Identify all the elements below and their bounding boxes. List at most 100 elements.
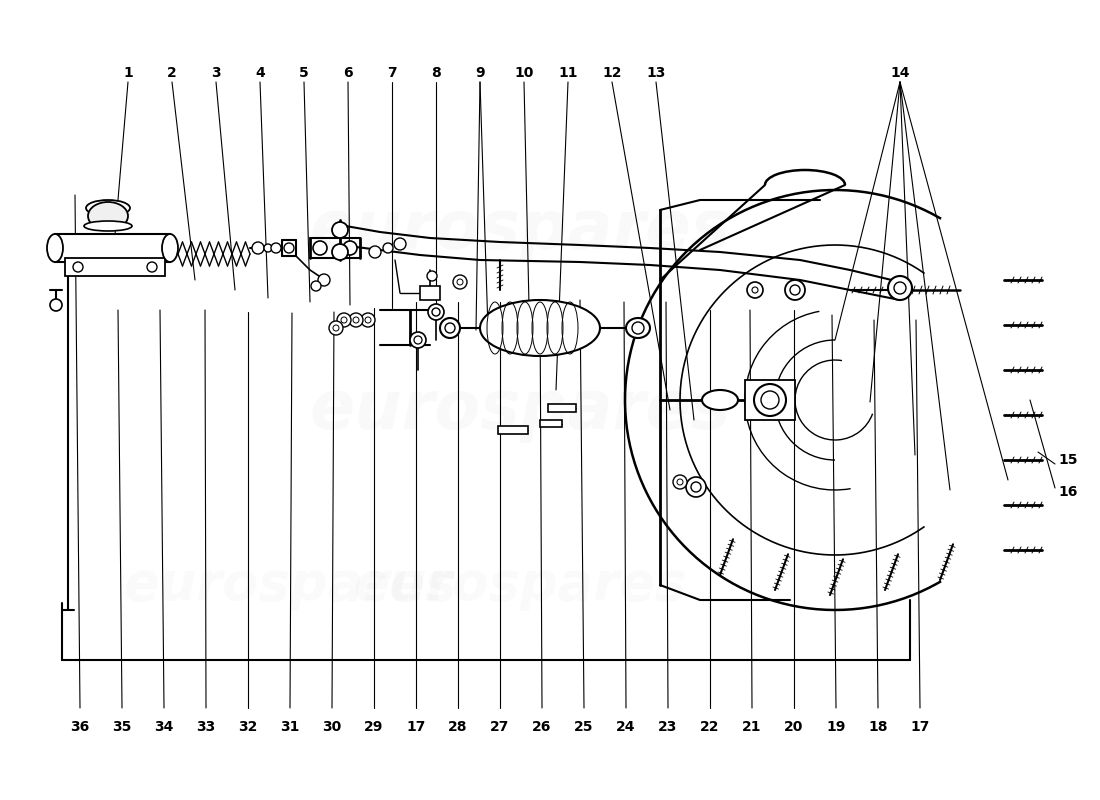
- Text: eurospares: eurospares: [353, 559, 686, 611]
- Text: eurospares: eurospares: [123, 559, 456, 611]
- Text: 7: 7: [387, 66, 397, 80]
- Circle shape: [314, 241, 327, 255]
- Circle shape: [368, 246, 381, 258]
- Text: 35: 35: [112, 720, 132, 734]
- Text: 32: 32: [239, 720, 257, 734]
- Circle shape: [427, 271, 437, 281]
- Text: 13: 13: [647, 66, 666, 80]
- Circle shape: [343, 241, 358, 255]
- Circle shape: [394, 238, 406, 250]
- Text: 36: 36: [70, 720, 89, 734]
- Text: eurospares: eurospares: [309, 377, 730, 443]
- Text: 18: 18: [868, 720, 888, 734]
- Text: 3: 3: [211, 66, 221, 80]
- Circle shape: [311, 281, 321, 291]
- Circle shape: [252, 242, 264, 254]
- Circle shape: [785, 280, 805, 300]
- Text: 11: 11: [558, 66, 578, 80]
- Circle shape: [50, 299, 62, 311]
- Circle shape: [432, 308, 440, 316]
- Ellipse shape: [754, 384, 786, 416]
- Circle shape: [691, 482, 701, 492]
- Circle shape: [383, 243, 393, 253]
- Bar: [548, 404, 576, 412]
- Text: 12: 12: [603, 66, 622, 80]
- Text: 17: 17: [406, 720, 426, 734]
- Ellipse shape: [162, 234, 178, 262]
- Circle shape: [264, 244, 272, 252]
- Bar: [745, 380, 795, 420]
- Circle shape: [365, 317, 371, 323]
- Ellipse shape: [626, 318, 650, 338]
- Circle shape: [676, 479, 683, 485]
- Circle shape: [453, 275, 468, 289]
- Text: 30: 30: [322, 720, 342, 734]
- Ellipse shape: [702, 390, 738, 410]
- Ellipse shape: [761, 391, 779, 409]
- Text: 31: 31: [280, 720, 299, 734]
- Bar: [55, 234, 170, 262]
- Circle shape: [428, 304, 444, 320]
- Ellipse shape: [632, 322, 644, 334]
- Ellipse shape: [440, 318, 460, 338]
- Text: 14: 14: [890, 66, 910, 80]
- Bar: [65, 258, 165, 276]
- Circle shape: [147, 262, 157, 272]
- Text: 5: 5: [299, 66, 309, 80]
- Circle shape: [410, 332, 426, 348]
- Text: 22: 22: [701, 720, 719, 734]
- Circle shape: [456, 279, 463, 285]
- Text: 2: 2: [167, 66, 177, 80]
- Circle shape: [747, 282, 763, 298]
- Circle shape: [73, 262, 82, 272]
- Circle shape: [361, 313, 375, 327]
- Text: 25: 25: [574, 720, 594, 734]
- Ellipse shape: [47, 234, 63, 262]
- Text: 24: 24: [616, 720, 636, 734]
- Circle shape: [332, 222, 348, 238]
- Text: 26: 26: [532, 720, 552, 734]
- Circle shape: [894, 282, 906, 294]
- Circle shape: [349, 313, 363, 327]
- Circle shape: [353, 317, 359, 323]
- Text: 19: 19: [826, 720, 846, 734]
- Text: 33: 33: [197, 720, 216, 734]
- Circle shape: [686, 477, 706, 497]
- Circle shape: [752, 287, 758, 293]
- Bar: [498, 426, 528, 434]
- Circle shape: [790, 285, 800, 295]
- Text: eurospares: eurospares: [309, 197, 730, 263]
- Text: 15: 15: [1058, 453, 1078, 467]
- Bar: [540, 420, 562, 427]
- Text: 27: 27: [491, 720, 509, 734]
- Text: 34: 34: [154, 720, 174, 734]
- Ellipse shape: [446, 323, 455, 333]
- Circle shape: [673, 475, 688, 489]
- Circle shape: [329, 321, 343, 335]
- Text: 20: 20: [784, 720, 804, 734]
- Ellipse shape: [480, 300, 600, 356]
- Text: 23: 23: [658, 720, 678, 734]
- Circle shape: [271, 243, 281, 253]
- Text: 28: 28: [449, 720, 468, 734]
- Text: 8: 8: [431, 66, 441, 80]
- Ellipse shape: [88, 202, 128, 230]
- Ellipse shape: [84, 221, 132, 231]
- Circle shape: [333, 325, 339, 331]
- Circle shape: [284, 243, 294, 253]
- Circle shape: [888, 276, 912, 300]
- Text: 10: 10: [515, 66, 534, 80]
- Text: 21: 21: [742, 720, 761, 734]
- Bar: [420, 286, 440, 300]
- Text: 17: 17: [911, 720, 930, 734]
- Circle shape: [318, 274, 330, 286]
- Circle shape: [337, 313, 351, 327]
- Circle shape: [414, 336, 422, 344]
- Text: 9: 9: [475, 66, 485, 80]
- Text: 6: 6: [343, 66, 353, 80]
- Text: 1: 1: [123, 66, 133, 80]
- Text: 4: 4: [255, 66, 265, 80]
- Circle shape: [341, 317, 346, 323]
- Text: 29: 29: [364, 720, 384, 734]
- Circle shape: [332, 244, 348, 260]
